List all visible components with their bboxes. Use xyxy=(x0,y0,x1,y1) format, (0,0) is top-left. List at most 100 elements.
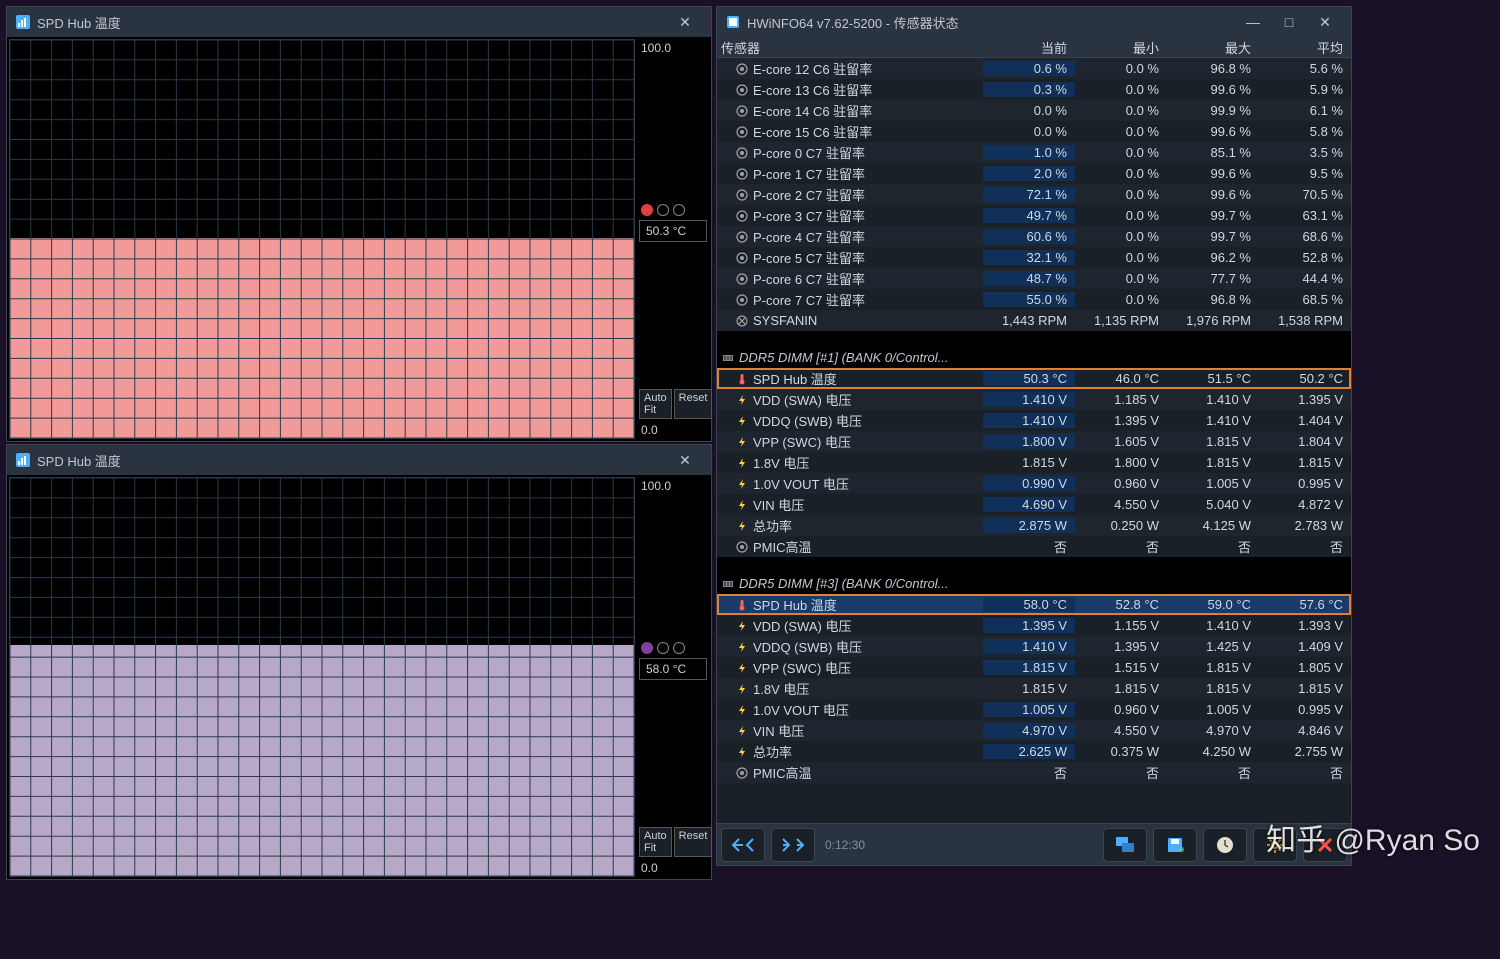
value-current: 1,443 RPM xyxy=(983,313,1075,328)
clk-icon xyxy=(735,104,749,118)
sensor-row[interactable]: VDDQ (SWB) 电压 1.410 V 1.395 V 1.425 V 1.… xyxy=(717,636,1351,657)
sensor-row[interactable]: P-core 3 C7 驻留率 49.7 % 0.0 % 99.7 % 63.1… xyxy=(717,205,1351,226)
series-dot[interactable] xyxy=(657,642,669,654)
sensor-row[interactable]: VDDQ (SWB) 电压 1.410 V 1.395 V 1.410 V 1.… xyxy=(717,410,1351,431)
sensor-row[interactable]: P-core 2 C7 驻留率 72.1 % 0.0 % 99.6 % 70.5… xyxy=(717,184,1351,205)
sensor-row[interactable]: VIN 电压 4.690 V 4.550 V 5.040 V 4.872 V xyxy=(717,494,1351,515)
value-min: 1.800 V xyxy=(1075,455,1167,470)
sensor-row[interactable]: VDD (SWA) 电压 1.395 V 1.155 V 1.410 V 1.3… xyxy=(717,615,1351,636)
sensor-row[interactable]: 1.0V VOUT 电压 1.005 V 0.960 V 1.005 V 0.9… xyxy=(717,699,1351,720)
sensor-name: VIN 电压 xyxy=(753,721,804,740)
sensor-row[interactable]: SPD Hub 温度 58.0 °C 52.8 °C 59.0 °C 57.6 … xyxy=(717,594,1351,615)
sensor-row[interactable]: VDD (SWA) 电压 1.410 V 1.185 V 1.410 V 1.3… xyxy=(717,389,1351,410)
value-max: 4.125 W xyxy=(1167,518,1259,533)
y-max-label: 100.0 xyxy=(637,477,709,495)
series-dot[interactable] xyxy=(673,204,685,216)
col-max[interactable]: 最大 xyxy=(1167,38,1259,57)
value-current: 1.395 V xyxy=(983,618,1075,633)
sensor-row[interactable]: VPP (SWC) 电压 1.815 V 1.515 V 1.815 V 1.8… xyxy=(717,657,1351,678)
col-current[interactable]: 当前 xyxy=(983,38,1075,57)
hwinfo-window: HWiNFO64 v7.62-5200 - 传感器状态 ― □ ✕ 传感器 当前… xyxy=(716,6,1352,866)
value-current: 2.875 W xyxy=(983,518,1075,533)
series-selector[interactable] xyxy=(637,638,709,656)
sensor-list[interactable]: E-core 12 C6 驻留率 0.6 % 0.0 % 96.8 % 5.6 … xyxy=(717,58,1351,823)
sensor-name: 1.0V VOUT 电压 xyxy=(753,700,849,719)
sensor-row[interactable]: 1.8V 电压 1.815 V 1.800 V 1.815 V 1.815 V xyxy=(717,452,1351,473)
sensor-row[interactable]: E-core 14 C6 驻留率 0.0 % 0.0 % 99.9 % 6.1 … xyxy=(717,100,1351,121)
section-header[interactable]: DDR5 DIMM [#3] (BANK 0/Control... xyxy=(717,573,1351,594)
sensor-row[interactable]: 总功率 2.875 W 0.250 W 4.125 W 2.783 W xyxy=(717,515,1351,536)
clk-icon xyxy=(735,293,749,307)
sensor-row[interactable]: P-core 6 C7 驻留率 48.7 % 0.0 % 77.7 % 44.4… xyxy=(717,268,1351,289)
series-dot[interactable] xyxy=(673,642,685,654)
sensor-row[interactable]: 总功率 2.625 W 0.375 W 4.250 W 2.755 W xyxy=(717,741,1351,762)
save-button[interactable]: + xyxy=(1153,828,1197,862)
y-max-label: 100.0 xyxy=(637,39,709,57)
hwinfo-titlebar[interactable]: HWiNFO64 v7.62-5200 - 传感器状态 ― □ ✕ xyxy=(717,7,1351,37)
graph-titlebar[interactable]: SPD Hub 温度 ✕ xyxy=(7,445,711,475)
graph-canvas[interactable] xyxy=(9,39,635,439)
auto-fit-button[interactable]: Auto Fit xyxy=(639,827,672,857)
sensor-name: SPD Hub 温度 xyxy=(753,595,837,614)
series-dot[interactable] xyxy=(657,204,669,216)
value-min: 0.0 % xyxy=(1075,292,1167,307)
section-header[interactable]: DDR5 DIMM [#1] (BANK 0/Control... xyxy=(717,347,1351,368)
auto-fit-button[interactable]: Auto Fit xyxy=(639,389,672,419)
close-button[interactable]: ✕ xyxy=(667,446,703,474)
series-selector[interactable] xyxy=(637,200,709,218)
mem-icon xyxy=(721,577,735,591)
nav-back-button[interactable] xyxy=(721,828,765,862)
sensor-row[interactable]: P-core 4 C7 驻留率 60.6 % 0.0 % 99.7 % 68.6… xyxy=(717,226,1351,247)
sensor-row[interactable]: E-core 13 C6 驻留率 0.3 % 0.0 % 99.6 % 5.9 … xyxy=(717,79,1351,100)
sensor-row[interactable]: E-core 15 C6 驻留率 0.0 % 0.0 % 99.6 % 5.8 … xyxy=(717,121,1351,142)
value-max: 否 xyxy=(1167,537,1259,556)
col-min[interactable]: 最小 xyxy=(1075,38,1167,57)
clock-button[interactable] xyxy=(1203,828,1247,862)
maximize-button[interactable]: □ xyxy=(1271,8,1307,36)
clk-icon xyxy=(735,766,749,780)
col-sensor[interactable]: 传感器 xyxy=(717,38,983,57)
sensor-name: P-core 3 C7 驻留率 xyxy=(753,206,865,225)
sensor-row[interactable]: SYSFANIN 1,443 RPM 1,135 RPM 1,976 RPM 1… xyxy=(717,310,1351,331)
nav-fwd-button[interactable] xyxy=(771,828,815,862)
exit-button[interactable] xyxy=(1303,828,1347,862)
reset-button[interactable]: Reset xyxy=(674,827,713,857)
value-min: 0.0 % xyxy=(1075,250,1167,265)
minimize-button[interactable]: ― xyxy=(1235,8,1271,36)
value-avg: 1,538 RPM xyxy=(1259,313,1351,328)
close-button[interactable]: ✕ xyxy=(1307,8,1343,36)
sensor-row[interactable]: P-core 7 C7 驻留率 55.0 % 0.0 % 96.8 % 68.5… xyxy=(717,289,1351,310)
sensor-row[interactable]: PMIC高温 否 否 否 否 xyxy=(717,536,1351,557)
close-button[interactable]: ✕ xyxy=(667,8,703,36)
value-avg: 50.2 °C xyxy=(1259,371,1351,386)
graph-titlebar[interactable]: SPD Hub 温度 ✕ xyxy=(7,7,711,37)
series-dot[interactable] xyxy=(641,204,653,216)
sensor-row[interactable]: VPP (SWC) 电压 1.800 V 1.605 V 1.815 V 1.8… xyxy=(717,431,1351,452)
series-dot[interactable] xyxy=(641,642,653,654)
value-max: 4.250 W xyxy=(1167,744,1259,759)
svg-text:+: + xyxy=(1180,845,1184,854)
settings-button[interactable] xyxy=(1253,828,1297,862)
sensor-row[interactable]: E-core 12 C6 驻留率 0.6 % 0.0 % 96.8 % 5.6 … xyxy=(717,58,1351,79)
value-max: 99.6 % xyxy=(1167,166,1259,181)
value-avg: 5.9 % xyxy=(1259,82,1351,97)
vlt-icon xyxy=(735,456,749,470)
sensor-row[interactable]: 1.0V VOUT 电压 0.990 V 0.960 V 1.005 V 0.9… xyxy=(717,473,1351,494)
value-avg: 0.995 V xyxy=(1259,702,1351,717)
sensor-name: VIN 电压 xyxy=(753,495,804,514)
sensor-row[interactable]: SPD Hub 温度 50.3 °C 46.0 °C 51.5 °C 50.2 … xyxy=(717,368,1351,389)
sensor-row[interactable]: 1.8V 电压 1.815 V 1.815 V 1.815 V 1.815 V xyxy=(717,678,1351,699)
graph-canvas[interactable] xyxy=(9,477,635,877)
value-max: 否 xyxy=(1167,763,1259,782)
sensor-row[interactable]: P-core 0 C7 驻留率 1.0 % 0.0 % 85.1 % 3.5 % xyxy=(717,142,1351,163)
sensor-row[interactable]: P-core 5 C7 驻留率 32.1 % 0.0 % 96.2 % 52.8… xyxy=(717,247,1351,268)
sensor-name: SYSFANIN xyxy=(753,313,817,328)
sensor-row[interactable]: VIN 电压 4.970 V 4.550 V 4.970 V 4.846 V xyxy=(717,720,1351,741)
sensor-row[interactable]: PMIC高温 否 否 否 否 xyxy=(717,762,1351,783)
reset-button[interactable]: Reset xyxy=(674,389,713,419)
sensor-row[interactable]: P-core 1 C7 驻留率 2.0 % 0.0 % 99.6 % 9.5 % xyxy=(717,163,1351,184)
value-min: 1,135 RPM xyxy=(1075,313,1167,328)
col-avg[interactable]: 平均 xyxy=(1259,38,1351,57)
sensor-name: VPP (SWC) 电压 xyxy=(753,432,851,451)
monitors-button[interactable] xyxy=(1103,828,1147,862)
